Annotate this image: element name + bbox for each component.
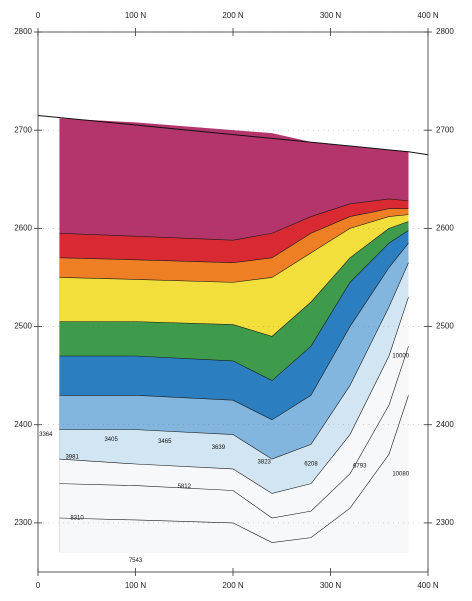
x-tick-label-top: 100 N: [125, 11, 147, 20]
x-tick-label: 400 N: [417, 581, 439, 590]
contour-line: [59, 346, 409, 519]
x-tick-label-top: 0: [36, 11, 41, 20]
contour-label: 3405: [104, 437, 118, 443]
y-tick-label-right: 2400: [436, 420, 454, 429]
contour-line: [59, 198, 409, 241]
x-tick-label: 200 N: [222, 581, 244, 590]
y-tick-label: 2300: [14, 518, 32, 527]
contour-label: 3981: [65, 455, 79, 461]
contour-line: [59, 395, 409, 543]
band: [59, 297, 409, 553]
contour-label: 7543: [129, 558, 143, 564]
y-tick-label: 2500: [14, 322, 32, 331]
contour-label: 6208: [304, 462, 318, 468]
contour-line: [59, 214, 409, 283]
y-tick-label-right: 2800: [436, 27, 454, 36]
contour-label: 3639: [212, 445, 226, 451]
x-tick-label: 100 N: [125, 581, 147, 590]
contour-label: 10000: [392, 354, 409, 360]
y-tick-label-right: 2300: [436, 518, 454, 527]
x-tick-label-top: 400 N: [417, 11, 439, 20]
contour-line: [59, 208, 409, 264]
y-tick-label: 2800: [14, 27, 32, 36]
contour-line: [59, 296, 409, 494]
x-tick-label: 0: [36, 581, 41, 590]
contour-label: 6793: [353, 464, 367, 470]
contour-label: 8310: [70, 516, 84, 522]
y-tick-label: 2600: [14, 223, 32, 232]
y-tick-label: 2400: [14, 420, 32, 429]
contour-label: 3364: [39, 432, 53, 438]
x-tick-label: 300 N: [320, 581, 342, 590]
contour-label: 5812: [178, 484, 192, 490]
y-tick-label: 2700: [14, 125, 32, 134]
contour-label: 3823: [258, 460, 272, 466]
contour-label: 3465: [158, 439, 172, 445]
x-tick-label-top: 200 N: [222, 11, 244, 20]
contour-line: [59, 230, 409, 381]
surface-line: [37, 114, 429, 156]
contour-line: [59, 242, 409, 421]
contour-label: 10080: [392, 471, 409, 477]
y-tick-label-right: 2500: [436, 322, 454, 331]
contour-line: [59, 262, 409, 460]
y-tick-label-right: 2700: [436, 125, 454, 134]
contour-line: [59, 221, 409, 337]
y-tick-label-right: 2600: [436, 223, 454, 232]
x-tick-label-top: 300 N: [320, 11, 342, 20]
